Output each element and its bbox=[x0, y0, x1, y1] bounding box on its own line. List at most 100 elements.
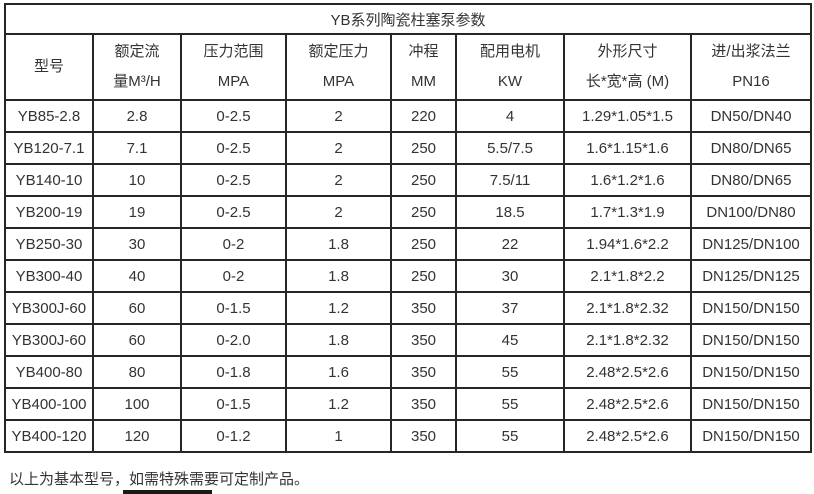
table-row: YB300-40 40 0-2 1.8 250 30 2.1*1.8*2.2 D… bbox=[4, 259, 813, 293]
cell-rated-pressure: 1 bbox=[285, 419, 392, 453]
cell-rated-pressure: 1.8 bbox=[285, 227, 392, 261]
cell-rated-pressure: 1.2 bbox=[285, 387, 392, 421]
page-title: YB系列陶瓷柱塞泵参数 bbox=[3, 3, 813, 35]
cell-rated-flow: 80 bbox=[92, 355, 182, 389]
cell-pressure-range: 0-2.5 bbox=[180, 195, 287, 229]
cell-rated-flow: 7.1 bbox=[92, 131, 182, 165]
table-row: YB300J-60 60 0-1.5 1.2 350 37 2.1*1.8*2.… bbox=[4, 291, 813, 325]
table-header-row: 型号 额定流 量M³/H 压力范围 MPA 额定压力 MPA 冲程 MM bbox=[4, 33, 813, 101]
header-unit: PN16 bbox=[732, 73, 770, 90]
cell-flange: DN150/DN150 bbox=[689, 291, 813, 325]
cell-model: YB400-120 bbox=[4, 419, 94, 453]
cell-flange: DN80/DN65 bbox=[689, 163, 813, 197]
column-header-rated-flow: 额定流 量M³/H bbox=[92, 33, 182, 101]
cell-motor: 5.5/7.5 bbox=[455, 131, 565, 165]
cell-pressure-range: 0-2 bbox=[180, 227, 287, 261]
cell-flange: DN125/DN125 bbox=[689, 259, 813, 293]
cell-dimensions: 1.94*1.6*2.2 bbox=[563, 227, 692, 261]
column-header-pressure-range: 压力范围 MPA bbox=[180, 33, 287, 101]
cell-dimensions: 2.48*2.5*2.6 bbox=[563, 355, 692, 389]
cell-pressure-range: 0-2 bbox=[180, 259, 287, 293]
table-title-row: YB系列陶瓷柱塞泵参数 bbox=[3, 3, 813, 35]
cell-pressure-range: 0-2.5 bbox=[180, 163, 287, 197]
column-header-dimensions: 外形尺寸 长*宽*高 (M) bbox=[563, 33, 692, 101]
cell-motor: 7.5/11 bbox=[455, 163, 565, 197]
cell-motor: 22 bbox=[455, 227, 565, 261]
table-row: YB250-30 30 0-2 1.8 250 22 1.94*1.6*2.2 … bbox=[4, 227, 813, 261]
cell-flange: DN100/DN80 bbox=[689, 195, 813, 229]
cell-flange: DN150/DN150 bbox=[689, 387, 813, 421]
cell-model: YB300J-60 bbox=[4, 291, 94, 325]
cell-dimensions: 1.6*1.2*1.6 bbox=[563, 163, 692, 197]
table-row: YB200-19 19 0-2.5 2 250 18.5 1.7*1.3*1.9… bbox=[4, 195, 813, 229]
cell-pressure-range: 0-2.0 bbox=[180, 323, 287, 357]
cell-stroke: 350 bbox=[390, 291, 457, 325]
table-body: YB85-2.8 2.8 0-2.5 2 220 4 1.29*1.05*1.5… bbox=[4, 99, 813, 453]
column-header-stroke: 冲程 MM bbox=[390, 33, 457, 101]
table-row: YB400-100 100 0-1.5 1.2 350 55 2.48*2.5*… bbox=[4, 387, 813, 421]
column-header-rated-pressure: 额定压力 MPA bbox=[285, 33, 392, 101]
cell-rated-flow: 19 bbox=[92, 195, 182, 229]
cell-rated-flow: 2.8 bbox=[92, 99, 182, 133]
header-unit: 量M³/H bbox=[113, 73, 161, 90]
pump-spec-table: YB系列陶瓷柱塞泵参数 型号 额定流 量M³/H 压力范围 MPA 额定压力 M… bbox=[3, 3, 813, 453]
cell-flange: DN125/DN100 bbox=[689, 227, 813, 261]
header-label: 额定流 bbox=[114, 43, 160, 60]
cell-motor: 45 bbox=[455, 323, 565, 357]
cell-rated-flow: 120 bbox=[92, 419, 182, 453]
cell-pressure-range: 0-2.5 bbox=[180, 131, 287, 165]
cell-pressure-range: 0-1.5 bbox=[180, 291, 287, 325]
header-unit: MPA bbox=[322, 73, 355, 90]
footer-note: 以上为基本型号，如需特殊需要可定制产品。 bbox=[9, 471, 310, 488]
cell-stroke: 250 bbox=[390, 259, 457, 293]
cell-motor: 4 bbox=[455, 99, 565, 133]
cell-rated-pressure: 2 bbox=[285, 195, 392, 229]
header-unit: MM bbox=[411, 73, 436, 90]
cell-flange: DN150/DN150 bbox=[689, 323, 813, 357]
table-row: YB400-80 80 0-1.8 1.6 350 55 2.48*2.5*2.… bbox=[4, 355, 813, 389]
header-unit: KW bbox=[497, 73, 523, 90]
cell-rated-pressure: 2 bbox=[285, 131, 392, 165]
header-label: 压力范围 bbox=[203, 43, 264, 60]
cell-motor: 55 bbox=[455, 355, 565, 389]
cell-model: YB85-2.8 bbox=[4, 99, 94, 133]
cell-dimensions: 2.48*2.5*2.6 bbox=[563, 387, 692, 421]
cell-flange: DN150/DN150 bbox=[689, 419, 813, 453]
header-label: 进/出浆法兰 bbox=[711, 43, 791, 60]
cell-stroke: 350 bbox=[390, 355, 457, 389]
cell-motor: 37 bbox=[455, 291, 565, 325]
cell-rated-flow: 100 bbox=[92, 387, 182, 421]
cell-motor: 18.5 bbox=[455, 195, 565, 229]
cell-model: YB300J-60 bbox=[4, 323, 94, 357]
table-row: YB400-120 120 0-1.2 1 350 55 2.48*2.5*2.… bbox=[4, 419, 813, 453]
cell-stroke: 220 bbox=[390, 99, 457, 133]
cell-model: YB120-7.1 bbox=[4, 131, 94, 165]
cell-dimensions: 2.1*1.8*2.32 bbox=[563, 323, 692, 357]
cell-motor: 55 bbox=[455, 419, 565, 453]
cutoff-element-line bbox=[123, 490, 212, 494]
header-label: 配用电机 bbox=[479, 43, 540, 60]
cell-model: YB250-30 bbox=[4, 227, 94, 261]
cell-rated-flow: 60 bbox=[92, 291, 182, 325]
cell-rated-pressure: 2 bbox=[285, 99, 392, 133]
cell-model: YB200-19 bbox=[4, 195, 94, 229]
header-unit: MPA bbox=[217, 73, 250, 90]
cell-model: YB300-40 bbox=[4, 259, 94, 293]
header-label: 冲程 bbox=[408, 43, 439, 60]
cell-pressure-range: 0-2.5 bbox=[180, 99, 287, 133]
cell-model: YB400-100 bbox=[4, 387, 94, 421]
cell-stroke: 250 bbox=[390, 227, 457, 261]
cell-rated-pressure: 1.6 bbox=[285, 355, 392, 389]
cell-rated-pressure: 1.8 bbox=[285, 259, 392, 293]
cell-flange: DN150/DN150 bbox=[689, 355, 813, 389]
cell-stroke: 350 bbox=[390, 419, 457, 453]
header-label: 额定压力 bbox=[308, 43, 369, 60]
cell-rated-pressure: 1.2 bbox=[285, 291, 392, 325]
cell-flange: DN50/DN40 bbox=[689, 99, 813, 133]
cell-dimensions: 2.48*2.5*2.6 bbox=[563, 419, 692, 453]
table-row: YB140-10 10 0-2.5 2 250 7.5/11 1.6*1.2*1… bbox=[4, 163, 813, 197]
cell-dimensions: 1.29*1.05*1.5 bbox=[563, 99, 692, 133]
table-row: YB300J-60 60 0-2.0 1.8 350 45 2.1*1.8*2.… bbox=[4, 323, 813, 357]
cell-motor: 55 bbox=[455, 387, 565, 421]
